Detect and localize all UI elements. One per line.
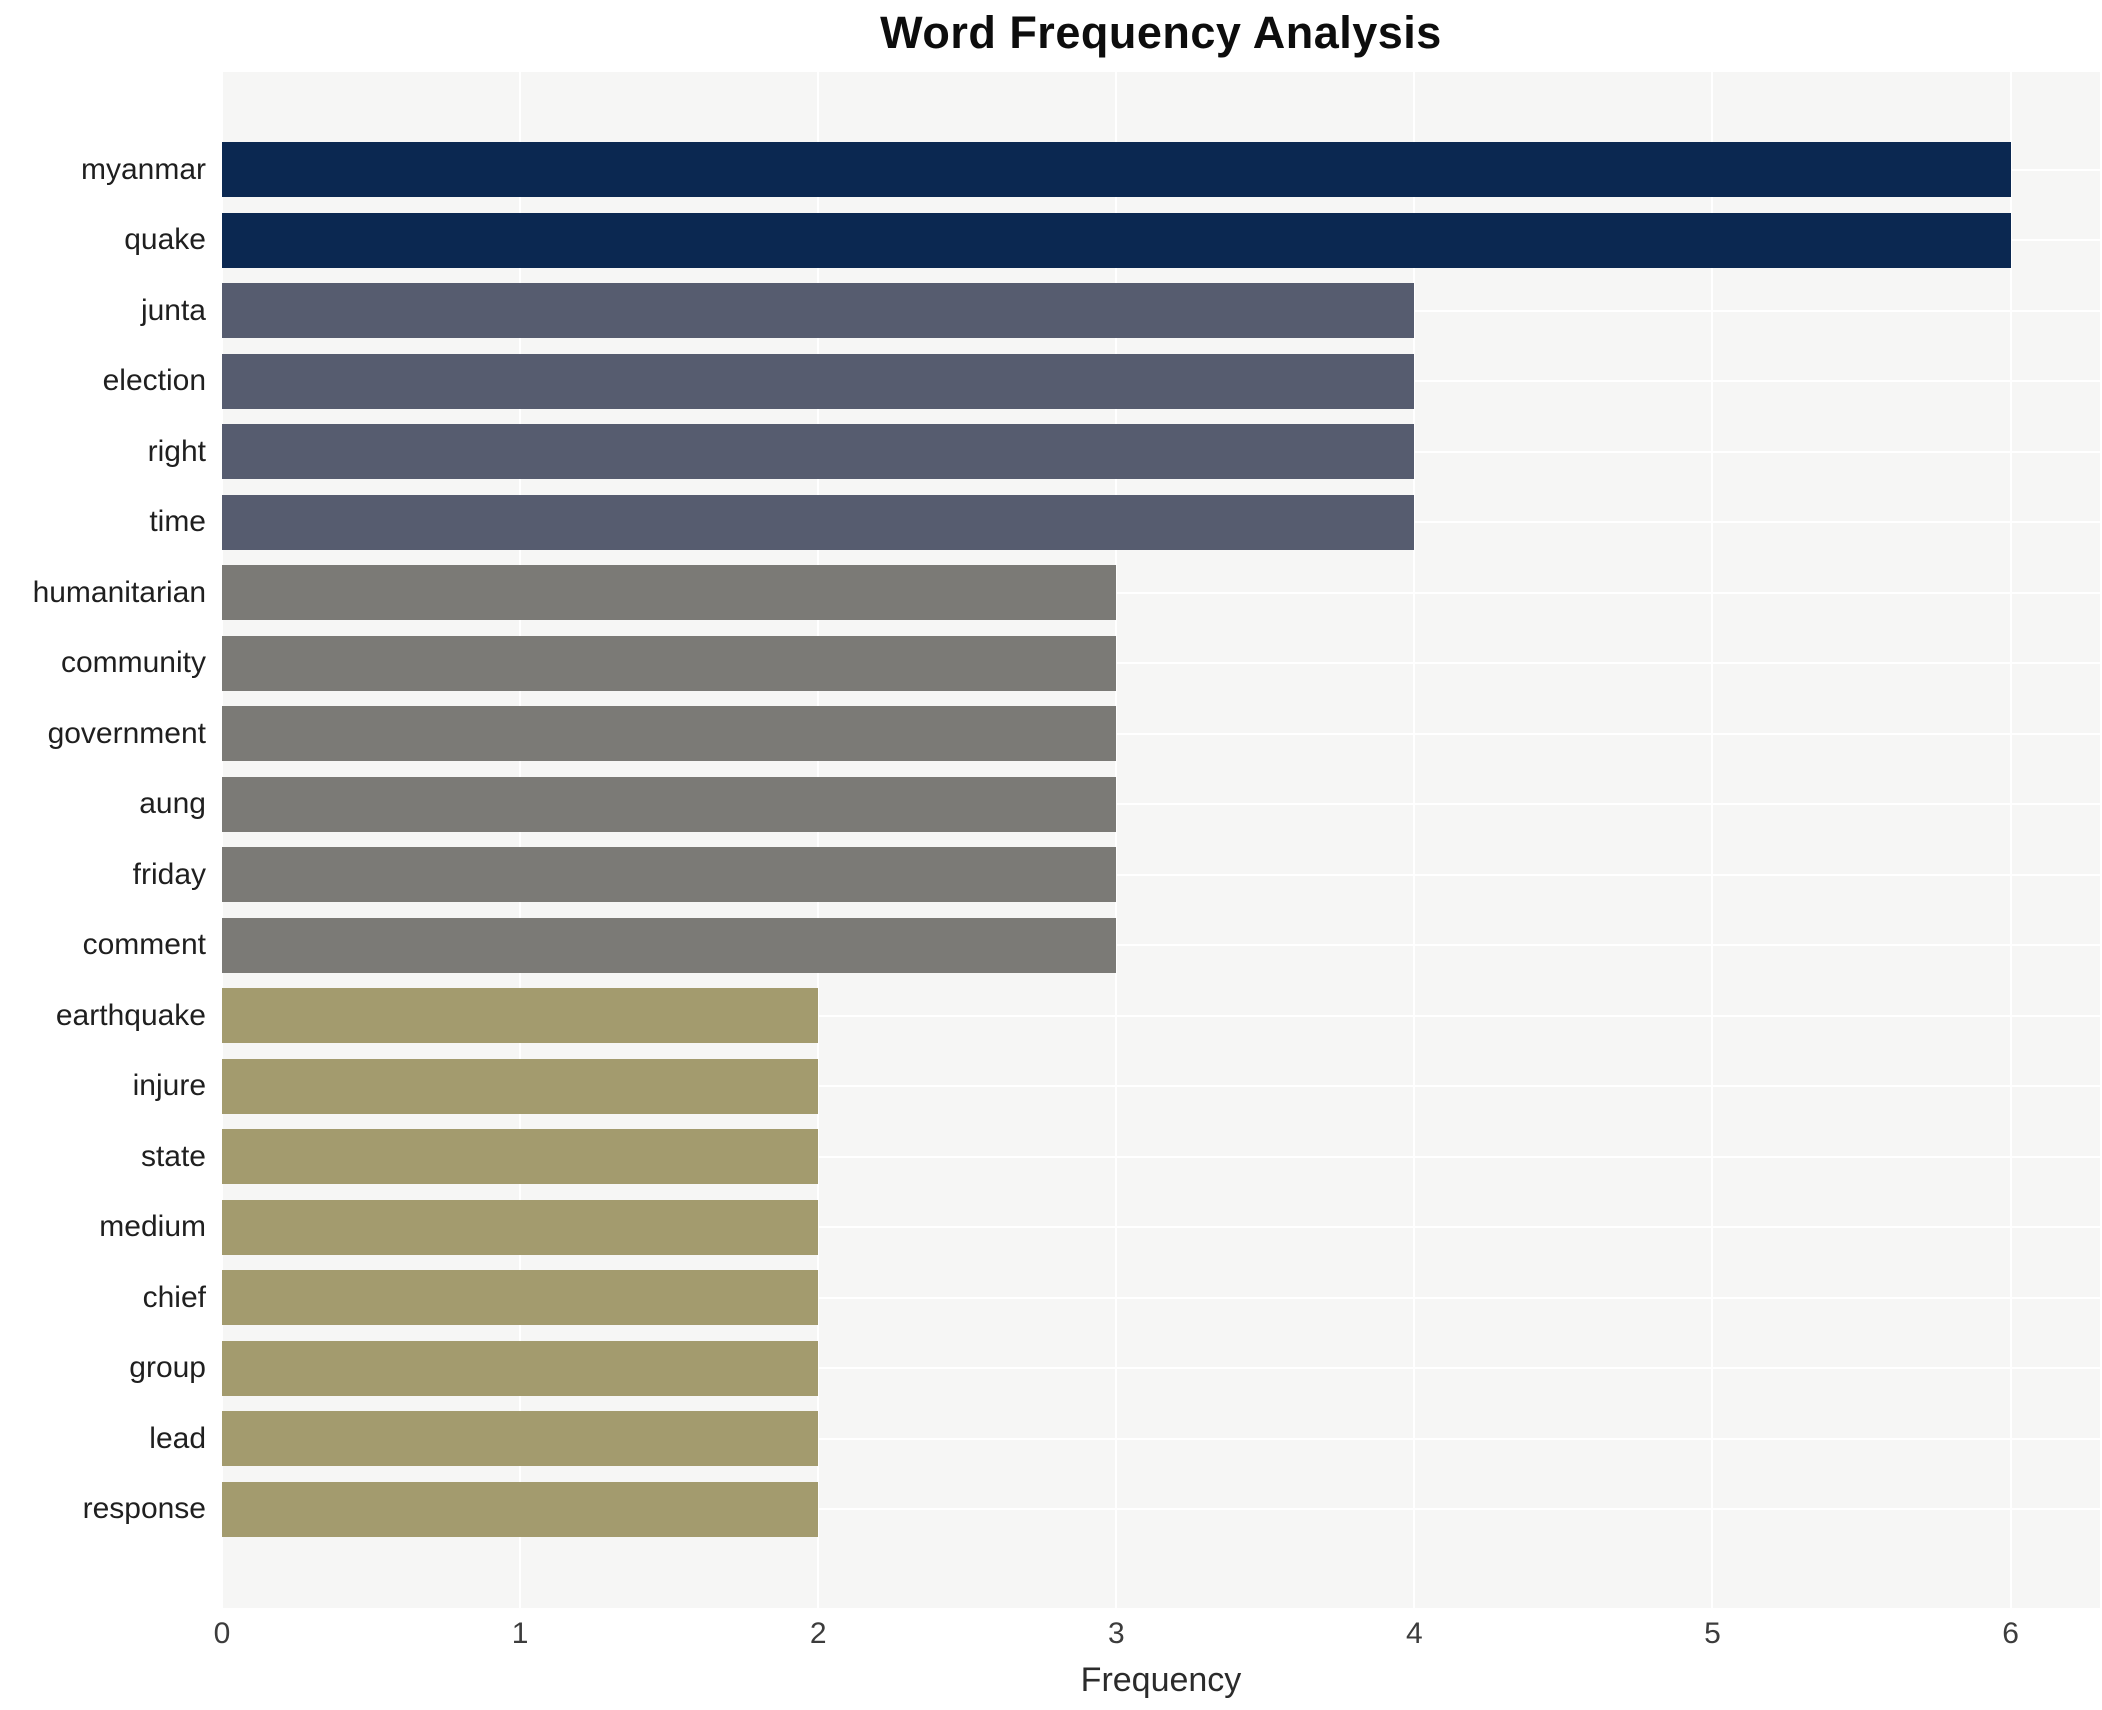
category-label-quake: quake [124,223,206,256]
category-label-myanmar: myanmar [80,152,206,186]
category-label-humanitarian: humanitarian [32,575,206,609]
horizontal-gridline [222,591,2100,594]
x-tick-1: 1 [511,1617,529,1650]
category-label-friday: friday [132,857,206,891]
bar-comment [222,917,1117,973]
horizontal-gridline [222,1437,2100,1440]
x-tick-0: 0 [213,1617,231,1650]
category-label-right: right [147,434,206,468]
vertical-gridline [1115,72,1118,1608]
bar-right [222,424,1415,479]
category-label-election: election [102,364,206,397]
horizontal-gridline [222,1155,2100,1158]
category-label-response: response [82,1492,206,1525]
bar-aung [222,776,1117,832]
bar-government [222,706,1117,761]
bar-quake [222,212,2011,268]
vertical-gridline [817,72,820,1608]
x-tick-3: 3 [1107,1617,1125,1650]
category-label-junta: junta [140,293,206,327]
category-label-comment: comment [82,928,206,961]
horizontal-gridline [222,944,2100,946]
category-label-lead: lead [149,1421,206,1455]
bar-group [222,1340,819,1396]
horizontal-gridline [222,1226,2100,1228]
horizontal-gridline [222,803,2100,805]
horizontal-gridline [222,1014,2100,1017]
x-axis-ticks: 0 1 2 3 4 5 6 [0,1614,2102,1654]
x-tick-6: 6 [2002,1617,2019,1650]
bar-community [222,635,1117,691]
bar-junta [222,283,1415,338]
bar-lead [222,1411,819,1466]
horizontal-gridline [222,1367,2100,1369]
bar-chief [222,1270,819,1325]
category-label-earthquake: earthquake [55,998,206,1032]
chart-title: Word Frequency Analysis [880,7,1442,58]
bar-myanmar [222,142,2011,197]
category-label-injure: injure [132,1069,206,1102]
plot-area [221,72,2100,1608]
bar-medium [222,1199,819,1255]
bar-response [222,1481,819,1537]
bar-earthquake [222,988,819,1043]
vertical-gridline [1711,72,1714,1608]
horizontal-gridline [222,1085,2100,1087]
horizontal-gridline [222,1296,2100,1299]
horizontal-gridline [222,1508,2100,1510]
x-tick-2: 2 [809,1617,827,1650]
x-tick-5: 5 [1704,1617,1721,1650]
y-axis-category-labels: myanmar quake junta election right time humani… [0,72,206,1608]
category-label-chief: chief [142,1280,206,1314]
bar-time [222,494,1415,550]
vertical-gridline [1413,72,1416,1608]
x-tick-4: 4 [1406,1617,1423,1650]
horizontal-gridline [222,662,2100,664]
x-axis-label: Frequency [1080,1661,1242,1699]
horizontal-gridline [222,732,2100,735]
category-label-group: group [129,1351,206,1384]
horizontal-gridline [222,873,2100,876]
bar-friday [222,847,1117,902]
category-label-aung: aung [139,787,206,820]
vertical-gridline [2009,72,2012,1608]
vertical-gridline [519,72,522,1608]
category-label-community: community [60,646,206,679]
category-label-government: government [47,716,206,750]
bar-election [222,353,1415,409]
bar-injure [222,1058,819,1114]
bar-humanitarian [222,565,1117,620]
bar-state [222,1129,819,1184]
category-label-medium: medium [99,1210,206,1243]
category-label-time: time [149,505,206,538]
vertical-gridline [221,72,223,1608]
category-label-state: state [140,1139,206,1173]
